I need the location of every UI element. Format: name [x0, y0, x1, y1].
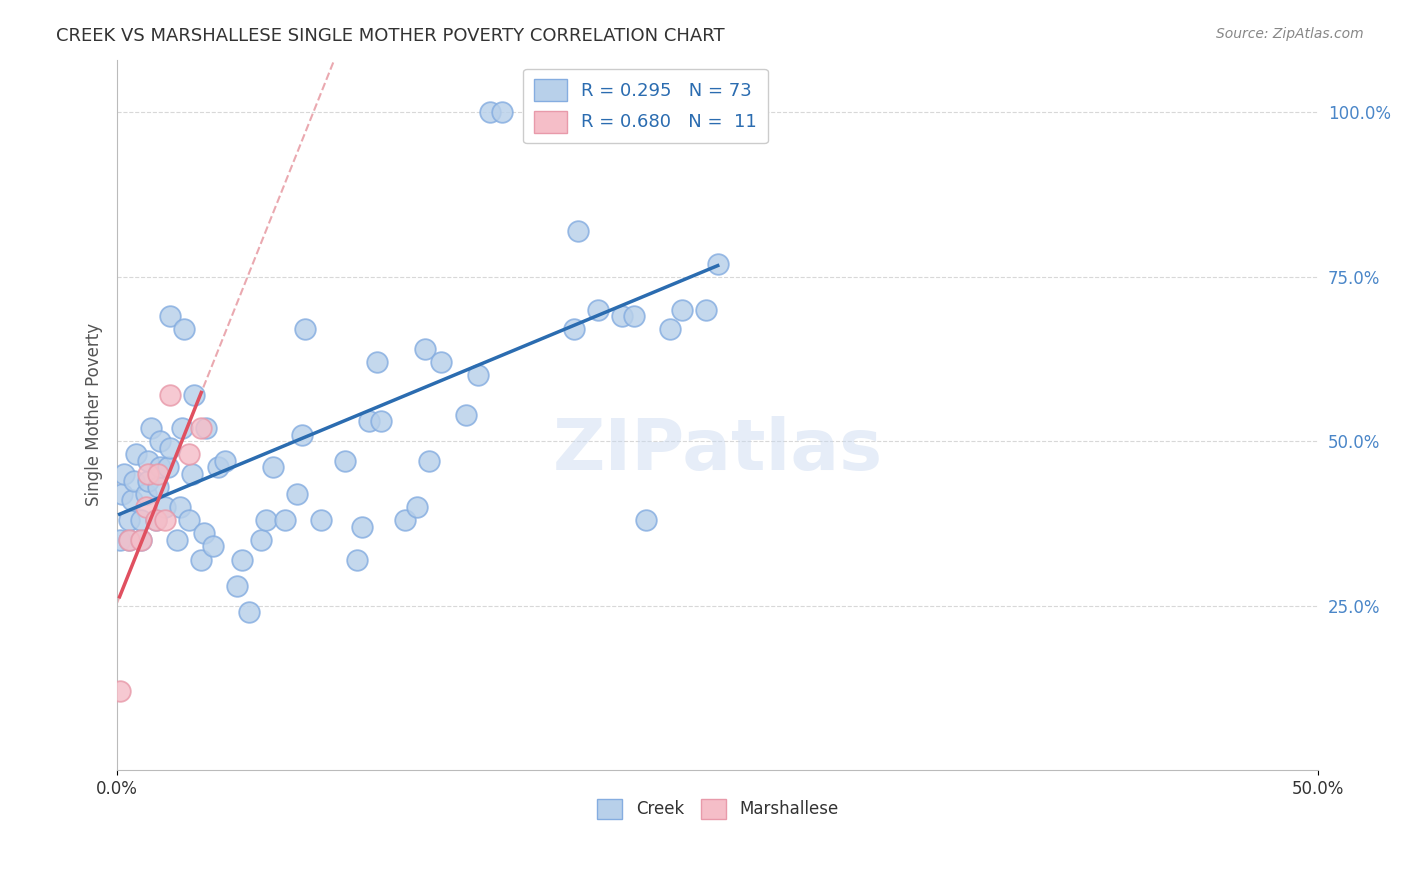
Point	[274, 513, 297, 527]
Point	[129, 533, 152, 547]
Point	[121, 493, 143, 508]
Y-axis label: Single Mother Poverty: Single Mother Poverty	[86, 323, 103, 507]
Point	[145, 513, 167, 527]
Point	[413, 342, 436, 356]
Point	[122, 474, 145, 488]
Point	[491, 105, 513, 120]
Point	[145, 513, 167, 527]
Point	[366, 355, 388, 369]
Point	[359, 414, 381, 428]
Point	[658, 322, 681, 336]
Point	[190, 552, 212, 566]
Point	[155, 500, 177, 514]
Point	[254, 513, 277, 527]
Point	[108, 684, 131, 698]
Point	[193, 526, 215, 541]
Text: Source: ZipAtlas.com: Source: ZipAtlas.com	[1216, 27, 1364, 41]
Point	[231, 552, 253, 566]
Point	[586, 302, 609, 317]
Text: ZIPatlas: ZIPatlas	[553, 416, 883, 485]
Point	[454, 408, 477, 422]
Point	[138, 474, 160, 488]
Point	[118, 533, 141, 547]
Point	[108, 533, 131, 547]
Point	[226, 579, 249, 593]
Point	[634, 513, 657, 527]
Point	[159, 441, 181, 455]
Point	[214, 454, 236, 468]
Point	[135, 487, 157, 501]
Point	[550, 105, 572, 120]
Legend: Creek, Marshallese: Creek, Marshallese	[591, 792, 845, 826]
Point	[135, 500, 157, 514]
Point	[311, 513, 333, 527]
Point	[671, 302, 693, 317]
Point	[159, 309, 181, 323]
Point	[155, 513, 177, 527]
Point	[335, 454, 357, 468]
Point	[430, 355, 453, 369]
Point	[138, 467, 160, 481]
Point	[610, 309, 633, 323]
Point	[207, 460, 229, 475]
Point	[294, 322, 316, 336]
Point	[250, 533, 273, 547]
Point	[262, 460, 284, 475]
Point	[156, 460, 179, 475]
Point	[111, 487, 134, 501]
Point	[195, 421, 218, 435]
Point	[352, 519, 374, 533]
Point	[129, 533, 152, 547]
Point	[173, 322, 195, 336]
Point	[285, 487, 308, 501]
Point	[538, 105, 561, 120]
Text: CREEK VS MARSHALLESE SINGLE MOTHER POVERTY CORRELATION CHART: CREEK VS MARSHALLESE SINGLE MOTHER POVER…	[56, 27, 725, 45]
Point	[149, 434, 172, 449]
Point	[202, 540, 225, 554]
Point	[567, 224, 589, 238]
Point	[146, 480, 169, 494]
Point	[346, 552, 368, 566]
Point	[190, 421, 212, 435]
Point	[149, 460, 172, 475]
Point	[138, 454, 160, 468]
Point	[370, 414, 392, 428]
Point	[179, 513, 201, 527]
Point	[166, 533, 188, 547]
Point	[394, 513, 416, 527]
Point	[478, 105, 501, 120]
Point	[467, 368, 489, 383]
Point	[159, 388, 181, 402]
Point	[291, 427, 314, 442]
Point	[238, 605, 260, 619]
Point	[170, 421, 193, 435]
Point	[118, 513, 141, 527]
Point	[139, 421, 162, 435]
Point	[169, 500, 191, 514]
Point	[112, 467, 135, 481]
Point	[418, 454, 440, 468]
Point	[183, 388, 205, 402]
Point	[695, 302, 717, 317]
Point	[129, 513, 152, 527]
Point	[118, 533, 141, 547]
Point	[146, 467, 169, 481]
Point	[125, 447, 148, 461]
Point	[562, 322, 585, 336]
Point	[179, 447, 201, 461]
Point	[706, 256, 728, 270]
Point	[623, 309, 645, 323]
Point	[406, 500, 429, 514]
Point	[180, 467, 202, 481]
